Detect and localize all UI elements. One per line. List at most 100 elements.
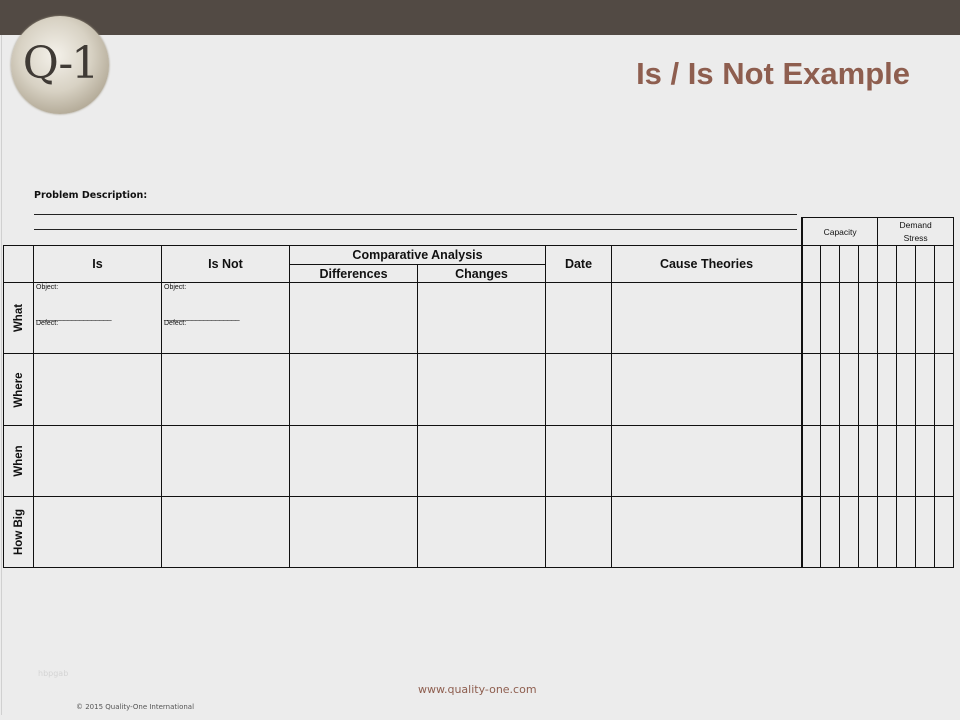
grid-cell[interactable] [877, 353, 898, 426]
grid-cell[interactable] [839, 353, 860, 426]
q1-logo: Q-1 [11, 16, 109, 114]
row-label-what: What [3, 282, 34, 354]
object-label: Object: [36, 284, 59, 291]
is-not-what-cell[interactable]: Object: ___________________ Defect: [161, 282, 290, 354]
header-comparative: Comparative Analysis [289, 245, 546, 265]
grid-row [801, 282, 954, 354]
grid-row [801, 425, 954, 497]
grid-cell[interactable] [934, 282, 954, 354]
website-link[interactable]: www.quality-one.com [418, 683, 537, 696]
row-label-text: Where [12, 371, 25, 408]
table-cell[interactable] [289, 496, 418, 568]
grid-cell[interactable] [896, 245, 917, 283]
grid-cell[interactable] [896, 425, 917, 497]
table-cell[interactable] [545, 425, 612, 497]
corner-cell [3, 245, 34, 283]
grid-row [801, 496, 954, 568]
grid-cell[interactable] [858, 245, 879, 283]
table-cell[interactable] [417, 353, 546, 426]
table-cell[interactable] [161, 353, 290, 426]
table-cell[interactable] [289, 282, 418, 354]
grid-cell[interactable] [915, 245, 936, 283]
grid-cell[interactable] [934, 496, 954, 568]
table-cell[interactable] [611, 425, 802, 497]
left-edge [1, 35, 2, 715]
grid-cell[interactable] [915, 282, 936, 354]
table-cell[interactable] [33, 425, 162, 497]
grid-cell[interactable] [896, 496, 917, 568]
table-cell[interactable] [33, 496, 162, 568]
defect-label: Defect: [36, 320, 59, 327]
header-changes: Changes [417, 264, 546, 283]
table-cell[interactable] [289, 425, 418, 497]
table-cell[interactable] [545, 353, 612, 426]
table-cell[interactable] [545, 282, 612, 354]
top-bar [0, 0, 960, 35]
grid-cell[interactable] [858, 496, 879, 568]
object-label: Object: [164, 284, 187, 291]
grid-cell[interactable] [858, 282, 879, 354]
grid-cell[interactable] [877, 425, 898, 497]
page-title: Is / Is Not Example [636, 56, 910, 91]
grid-cell[interactable] [877, 496, 898, 568]
table-cell[interactable] [33, 353, 162, 426]
grid-cell[interactable] [839, 496, 860, 568]
grid-cell[interactable] [858, 353, 879, 426]
table-cell[interactable] [611, 282, 802, 354]
grid-cell[interactable] [801, 245, 822, 283]
table-cell[interactable] [611, 496, 802, 568]
header-capacity: Capacity [801, 217, 879, 246]
row-label-where: Where [3, 353, 34, 426]
grid-cell[interactable] [877, 245, 898, 283]
is-what-cell[interactable]: Object: ___________________ Defect: [33, 282, 162, 354]
grid-cell[interactable] [839, 282, 860, 354]
table-cell[interactable] [545, 496, 612, 568]
grid-cell[interactable] [934, 353, 954, 426]
header-is: Is [33, 245, 162, 283]
grid-cell[interactable] [896, 353, 917, 426]
grid-cell[interactable] [801, 353, 822, 426]
table-cell[interactable] [417, 425, 546, 497]
grid-cell[interactable] [820, 245, 841, 283]
header-demand-stress: Demand Stress [877, 217, 954, 246]
table-cell[interactable] [417, 282, 546, 354]
grid-cell[interactable] [839, 425, 860, 497]
row-label-when: When [3, 425, 34, 497]
header-differences: Differences [289, 264, 418, 283]
grid-cell[interactable] [915, 425, 936, 497]
copyright: © 2015 Quality-One International [76, 703, 195, 711]
grid-cell[interactable] [820, 353, 841, 426]
grid-cell[interactable] [820, 425, 841, 497]
is-is-not-table: Is Is Not Comparative Analysis Date Caus… [3, 245, 802, 568]
object-line: ___________________ [164, 312, 240, 321]
header-date: Date [545, 245, 612, 283]
table-cell[interactable] [161, 496, 290, 568]
row-label-how-big: How Big [3, 496, 34, 568]
header-is-not: Is Not [161, 245, 290, 283]
table-cell[interactable] [289, 353, 418, 426]
grid-cell[interactable] [934, 425, 954, 497]
table-cell[interactable] [611, 353, 802, 426]
object-line: ___________________ [36, 312, 112, 321]
grid-cell[interactable] [896, 282, 917, 354]
grid-cell[interactable] [915, 496, 936, 568]
table-cell[interactable] [161, 425, 290, 497]
grid-cell[interactable] [877, 282, 898, 354]
grid-cell[interactable] [915, 353, 936, 426]
grid-cell[interactable] [858, 425, 879, 497]
grid-cell[interactable] [839, 245, 860, 283]
watermark: hbpgab [38, 669, 69, 678]
grid-cell[interactable] [820, 282, 841, 354]
grid-row [801, 353, 954, 426]
grid-cell[interactable] [801, 496, 822, 568]
table-cell[interactable] [417, 496, 546, 568]
grid-cell[interactable] [801, 282, 822, 354]
logo-text: Q-1 [22, 38, 100, 89]
problem-line-2 [34, 229, 797, 230]
problem-line-1 [34, 214, 797, 215]
problem-description-label: Problem Description: [34, 190, 148, 201]
grid-cell[interactable] [820, 496, 841, 568]
row-label-text: When [12, 445, 25, 477]
grid-cell[interactable] [801, 425, 822, 497]
grid-cell[interactable] [934, 245, 954, 283]
